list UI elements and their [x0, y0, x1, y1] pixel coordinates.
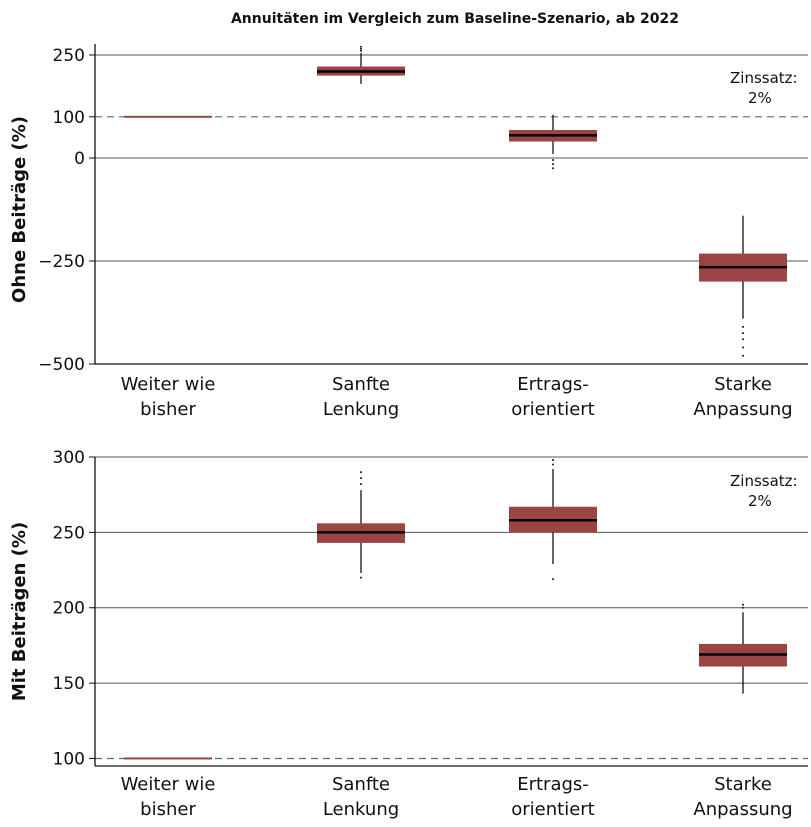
- outlier-point: [552, 459, 554, 462]
- box-2: [317, 45, 405, 84]
- y-tick-label: 250: [53, 523, 85, 543]
- interest-rate-note: 2%: [748, 492, 772, 510]
- category-label: Weiter wie: [121, 374, 216, 395]
- box-1: [124, 757, 212, 760]
- outlier-point: [360, 471, 362, 474]
- iqr-box: [124, 115, 212, 118]
- outlier-point: [742, 354, 744, 357]
- outlier-point: [552, 159, 554, 162]
- box-4: [699, 215, 787, 357]
- category-label: orientiert: [511, 799, 595, 820]
- outlier-point: [552, 163, 554, 166]
- outlier-point: [360, 45, 362, 48]
- outlier-point: [360, 49, 362, 52]
- outlier-point: [360, 576, 362, 579]
- category-label: Starke: [714, 774, 772, 795]
- outlier-point: [360, 477, 362, 480]
- category-label: Lenkung: [323, 399, 399, 420]
- y-axis-label: Mit Beiträgen (%): [9, 522, 30, 701]
- box-3: [509, 459, 597, 581]
- category-label: Ertrags-: [517, 774, 589, 795]
- outlier-point: [742, 338, 744, 341]
- category-label: Sanfte: [332, 774, 390, 795]
- box-3: [509, 114, 597, 170]
- category-label: bisher: [140, 799, 196, 820]
- category-label: Anpassung: [693, 799, 792, 820]
- interest-rate-note: Zinssatz:: [730, 69, 798, 87]
- outlier-point: [742, 346, 744, 349]
- iqr-box: [124, 757, 212, 760]
- y-tick-label: 150: [53, 674, 85, 694]
- outlier-point: [742, 332, 744, 335]
- outlier-point: [742, 603, 744, 606]
- y-tick-label: 200: [53, 599, 85, 619]
- category-label: Lenkung: [323, 799, 399, 820]
- outlier-point: [742, 325, 744, 328]
- chart-title: Annuitäten im Vergleich zum Baseline-Sze…: [231, 11, 679, 27]
- category-label: bisher: [140, 399, 196, 420]
- outlier-point: [742, 606, 744, 609]
- y-tick-label: 250: [53, 46, 85, 66]
- chart-panels: 250 100 0 −250 −500 Ohne Beiträge (%) Zinssatz…: [9, 44, 808, 820]
- panel-1: 250 100 0 −250 −500 Ohne Beiträge (%) Zinssatz…: [9, 44, 808, 420]
- interest-rate-note: Zinssatz:: [730, 472, 798, 490]
- category-label: Anpassung: [693, 399, 792, 420]
- box-4: [699, 603, 787, 694]
- category-label: Sanfte: [332, 374, 390, 395]
- y-tick-label: 0: [74, 149, 85, 169]
- panel-2: 300 250 200 150 100 Mit Beiträgen (%) Zinssatz…: [9, 448, 808, 820]
- category-label: Starke: [714, 374, 772, 395]
- outlier-point: [360, 47, 362, 50]
- y-tick-label: −250: [38, 252, 85, 272]
- y-tick-label: 300: [53, 448, 85, 468]
- interest-rate-note: 2%: [748, 89, 772, 107]
- outlier-point: [360, 483, 362, 486]
- box-2: [317, 471, 405, 579]
- outlier-point: [552, 463, 554, 466]
- y-tick-label: −500: [38, 355, 85, 375]
- outlier-point: [552, 167, 554, 170]
- y-tick-label: 100: [53, 108, 85, 128]
- y-tick-label: 100: [53, 749, 85, 769]
- outlier-point: [552, 578, 554, 581]
- y-axis-label: Ohne Beiträge (%): [9, 116, 30, 303]
- category-label: Weiter wie: [121, 774, 216, 795]
- category-label: orientiert: [511, 399, 595, 420]
- category-label: Ertrags-: [517, 374, 589, 395]
- box-1: [124, 115, 212, 118]
